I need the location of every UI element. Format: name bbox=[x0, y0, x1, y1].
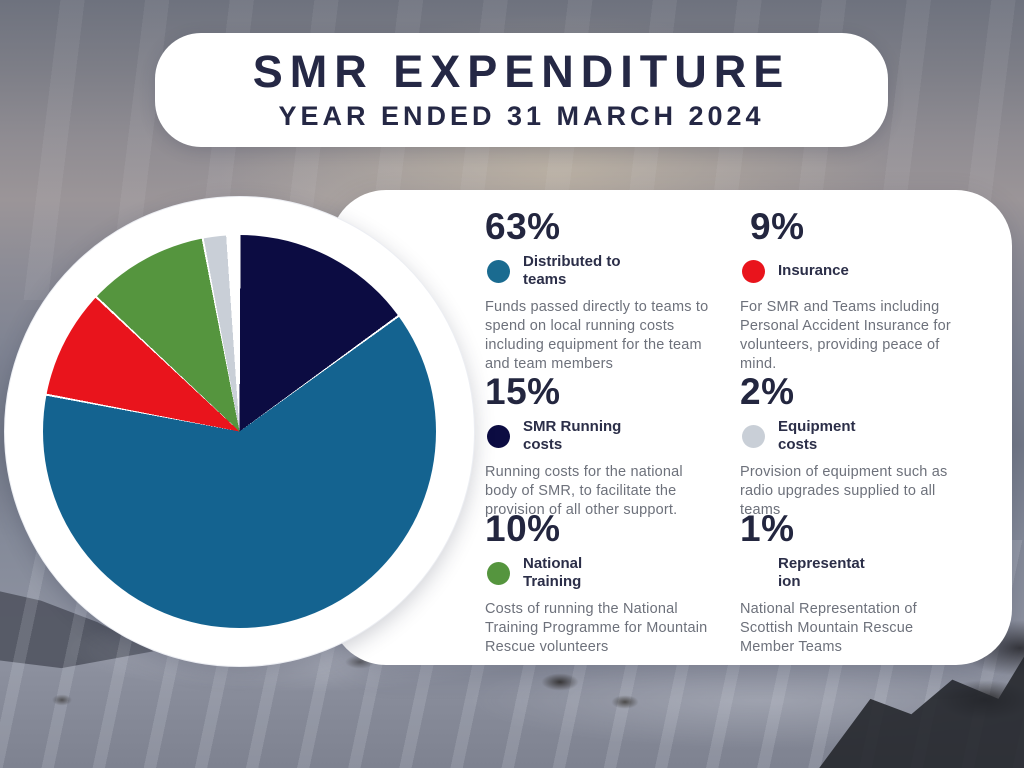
stat-description: For SMR and Teams including Personal Acc… bbox=[740, 299, 951, 373]
stat-description: Running costs for the national body of S… bbox=[485, 464, 683, 519]
stat-description: Provision of equipment such as radio upg… bbox=[740, 464, 948, 519]
legend-row: Representation bbox=[740, 554, 978, 592]
stat-percent: 2% bbox=[740, 371, 795, 412]
legend-label: Representation bbox=[778, 555, 865, 590]
legend-label: Insurance bbox=[778, 262, 849, 279]
legend-bullet-red bbox=[742, 259, 765, 283]
stat-percent: 9% bbox=[750, 206, 805, 247]
stat-block-national-training: 10% National Training Costs of running t… bbox=[485, 510, 723, 657]
legend-row: SMR Running costs bbox=[485, 417, 723, 455]
legend-bullet-navy bbox=[487, 424, 510, 448]
title-card: SMR EXPENDITURE YEAR ENDED 31 MARCH 2024 bbox=[155, 33, 888, 147]
stat-block-running-costs: 15% SMR Running costs Running costs for … bbox=[485, 373, 723, 520]
legend-row: Insurance bbox=[740, 252, 978, 290]
legend-row: Distributed to teams bbox=[485, 252, 723, 290]
legend-bullet-gray bbox=[742, 424, 765, 448]
stat-percent: 63% bbox=[485, 206, 561, 247]
stats-panel: 63% Distributed to teams Funds passed di… bbox=[330, 190, 1012, 665]
legend-bullet-teal bbox=[487, 259, 510, 283]
legend-label: Distributed to teams bbox=[523, 253, 621, 288]
stat-block-insurance: 9% Insurance For SMR and Teams including… bbox=[740, 208, 978, 375]
stat-block-representation: 1% Representation National Representatio… bbox=[740, 510, 978, 657]
legend-row: Equipment costs bbox=[740, 417, 978, 455]
legend-label: National Training bbox=[523, 555, 583, 590]
page-subtitle: YEAR ENDED 31 MARCH 2024 bbox=[278, 100, 765, 131]
stat-percent: 1% bbox=[740, 508, 795, 549]
pie-chart bbox=[43, 235, 436, 628]
legend-bullet-green bbox=[487, 561, 510, 585]
stat-description: Costs of running the National Training P… bbox=[485, 601, 708, 656]
pie-chart-card bbox=[4, 196, 475, 667]
legend-label: Equipment costs bbox=[778, 418, 856, 453]
legend-bullet-white bbox=[742, 561, 765, 585]
stat-description: Funds passed directly to teams to spend … bbox=[485, 299, 709, 373]
page-title: SMR EXPENDITURE bbox=[252, 46, 791, 98]
stat-block-equipment: 2% Equipment costs Provision of equipmen… bbox=[740, 373, 978, 520]
stat-description: National Representation of Scottish Moun… bbox=[740, 601, 917, 656]
stat-block-distributed: 63% Distributed to teams Funds passed di… bbox=[485, 208, 723, 375]
stat-percent: 15% bbox=[485, 371, 561, 412]
stat-percent: 10% bbox=[485, 508, 561, 549]
legend-row: National Training bbox=[485, 554, 723, 592]
legend-label: SMR Running costs bbox=[523, 418, 622, 453]
